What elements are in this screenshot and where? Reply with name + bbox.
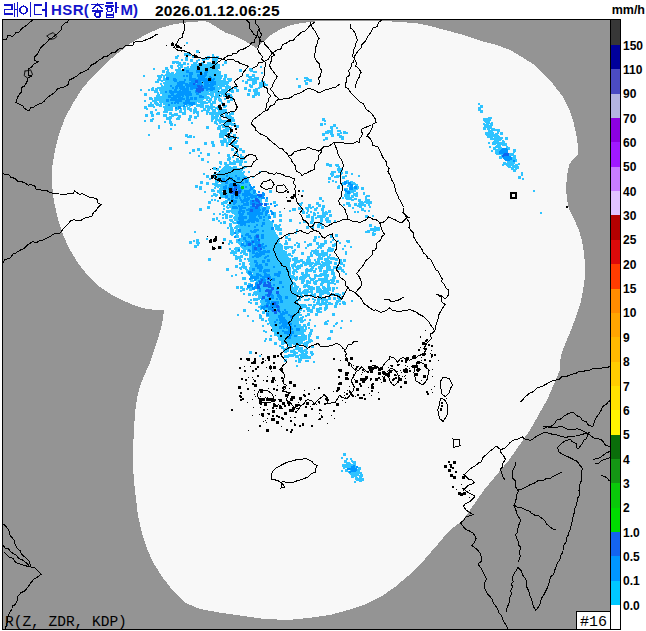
svg-text:2026.01.12.06:25: 2026.01.12.06:25 <box>155 2 280 19</box>
svg-text:0.0: 0.0 <box>623 599 640 613</box>
svg-text:3: 3 <box>623 477 630 491</box>
svg-text:60: 60 <box>623 136 637 150</box>
svg-text:70: 70 <box>623 112 637 126</box>
svg-text:150: 150 <box>623 39 643 53</box>
svg-text:4: 4 <box>623 453 630 467</box>
svg-text:110: 110 <box>623 63 643 77</box>
svg-text:8: 8 <box>623 355 630 369</box>
svg-text:HSR(: HSR( <box>51 1 89 18</box>
svg-text:30: 30 <box>623 209 637 223</box>
svg-text:2: 2 <box>623 501 630 515</box>
svg-text:6: 6 <box>623 404 630 418</box>
svg-text:15: 15 <box>623 282 637 296</box>
svg-text:5: 5 <box>623 428 630 442</box>
svg-text:25: 25 <box>623 233 637 247</box>
svg-text:90: 90 <box>623 87 637 101</box>
svg-text:mm/h: mm/h <box>612 3 645 17</box>
svg-text:0.1: 0.1 <box>623 574 640 588</box>
svg-text:50: 50 <box>623 160 637 174</box>
svg-text:M): M) <box>121 1 139 18</box>
svg-text:40: 40 <box>623 185 637 199</box>
svg-text:R(Z, ZDR, KDP): R(Z, ZDR, KDP) <box>5 614 127 630</box>
svg-text:0.5: 0.5 <box>623 550 640 564</box>
svg-text:7: 7 <box>623 380 630 394</box>
svg-text:20: 20 <box>623 258 637 272</box>
svg-text:10: 10 <box>623 306 637 320</box>
svg-text:9: 9 <box>623 331 630 345</box>
svg-text:#16: #16 <box>580 614 607 631</box>
svg-text:1.0: 1.0 <box>623 526 640 540</box>
